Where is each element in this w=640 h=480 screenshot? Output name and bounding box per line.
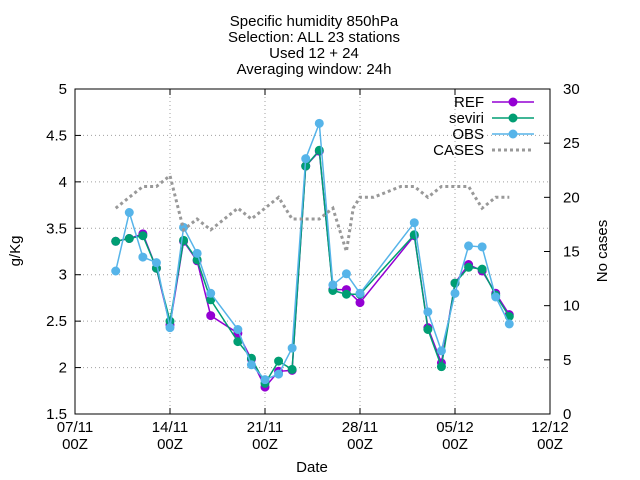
point-obs <box>151 258 161 268</box>
x-tick-label-hour: 00Z <box>442 436 468 453</box>
point-obs <box>409 218 419 228</box>
point-obs <box>504 319 514 329</box>
y2-tick-label: 5 <box>563 352 571 369</box>
legend-label-cases: CASES <box>433 142 484 159</box>
series-layer <box>111 118 514 392</box>
series-line-seviri <box>115 148 510 385</box>
y-tick-label: 3.5 <box>46 220 67 237</box>
y-tick-label: 5 <box>59 81 67 98</box>
point-obs <box>233 325 243 334</box>
point-seviri <box>477 264 487 274</box>
point-seviri <box>124 234 134 243</box>
y2-tick-label: 10 <box>563 298 580 315</box>
y-tick-label: 4 <box>59 174 67 191</box>
point-obs <box>477 242 487 252</box>
point-obs <box>355 288 365 298</box>
x-tick-label-hour: 00Z <box>252 436 278 453</box>
x-tick-label-hour: 00Z <box>537 436 563 453</box>
point-obs <box>341 269 351 279</box>
x-tick-label-hour: 00Z <box>157 436 183 453</box>
point-obs <box>274 369 284 379</box>
x-tick-label-hour: 00Z <box>347 436 373 453</box>
point-obs <box>192 248 202 258</box>
x-axis-label: Date <box>296 459 328 476</box>
x-tick-label-hour: 00Z <box>62 436 88 453</box>
axes: 1.522.533.544.5505101520253007/1100Z14/1… <box>46 81 580 453</box>
y-tick-label: 4.5 <box>46 127 67 144</box>
point-obs <box>450 288 460 298</box>
x-tick-label-date: 14/11 <box>152 419 188 436</box>
point-obs <box>206 288 216 298</box>
point-seviri <box>436 362 446 372</box>
title-line: Used 12 + 24 <box>269 45 359 62</box>
point-obs <box>314 118 324 128</box>
series-obs <box>111 118 514 385</box>
y2-tick-label: 0 <box>563 406 571 423</box>
series-line-cases <box>114 173 510 252</box>
y-tick-label: 3 <box>59 267 67 284</box>
legend-label-obs: OBS <box>452 126 484 143</box>
series-line-obs <box>114 123 510 381</box>
point-seviri <box>111 236 121 246</box>
y2-tick-label: 20 <box>563 189 580 206</box>
title-line: Specific humidity 850hPa <box>230 13 399 30</box>
legend-marker-seviri <box>508 113 518 123</box>
point-obs <box>111 266 121 276</box>
y-tick-label: 2 <box>59 360 67 377</box>
point-ref <box>355 298 365 308</box>
y2-axis-label: No cases <box>594 220 611 283</box>
point-obs <box>423 307 433 317</box>
point-obs <box>301 154 311 164</box>
x-tick-label-date: 28/11 <box>342 419 378 436</box>
legend-marker-ref <box>508 97 518 107</box>
point-obs <box>138 252 148 262</box>
point-obs <box>165 323 175 333</box>
point-seviri <box>287 364 297 374</box>
point-obs <box>124 208 134 217</box>
point-seviri <box>138 231 148 241</box>
x-tick-label-date: 21/11 <box>247 419 283 436</box>
point-seviri <box>274 356 284 366</box>
point-obs <box>491 292 501 302</box>
x-tick-label-date: 12/12 <box>531 419 569 436</box>
x-tick-label-date: 07/11 <box>57 419 93 436</box>
y2-tick-label: 15 <box>563 244 580 261</box>
title-line: Selection: ALL 23 stations <box>228 29 400 46</box>
point-seviri <box>341 289 351 299</box>
point-seviri <box>423 325 433 334</box>
y2-tick-label: 30 <box>563 81 580 98</box>
y2-tick-label: 25 <box>563 135 580 152</box>
point-obs <box>246 360 256 370</box>
legend-label-seviri: seviri <box>449 110 484 127</box>
point-ref <box>206 311 216 321</box>
title-line: Averaging window: 24h <box>237 61 392 78</box>
y-axis-label: g/Kg <box>7 236 24 267</box>
point-obs <box>287 343 297 353</box>
series-line-ref <box>115 149 510 389</box>
y-tick-label: 1.5 <box>46 406 67 423</box>
point-seviri <box>464 262 474 272</box>
point-obs <box>464 241 474 251</box>
legend-marker-obs <box>508 129 518 139</box>
point-obs <box>328 280 338 290</box>
point-obs <box>260 375 270 385</box>
point-obs <box>436 346 446 356</box>
legend-label-ref: REF <box>454 94 484 111</box>
y-tick-label: 2.5 <box>46 313 67 330</box>
x-tick-label-date: 05/12 <box>436 419 474 436</box>
series-cases <box>114 173 510 252</box>
